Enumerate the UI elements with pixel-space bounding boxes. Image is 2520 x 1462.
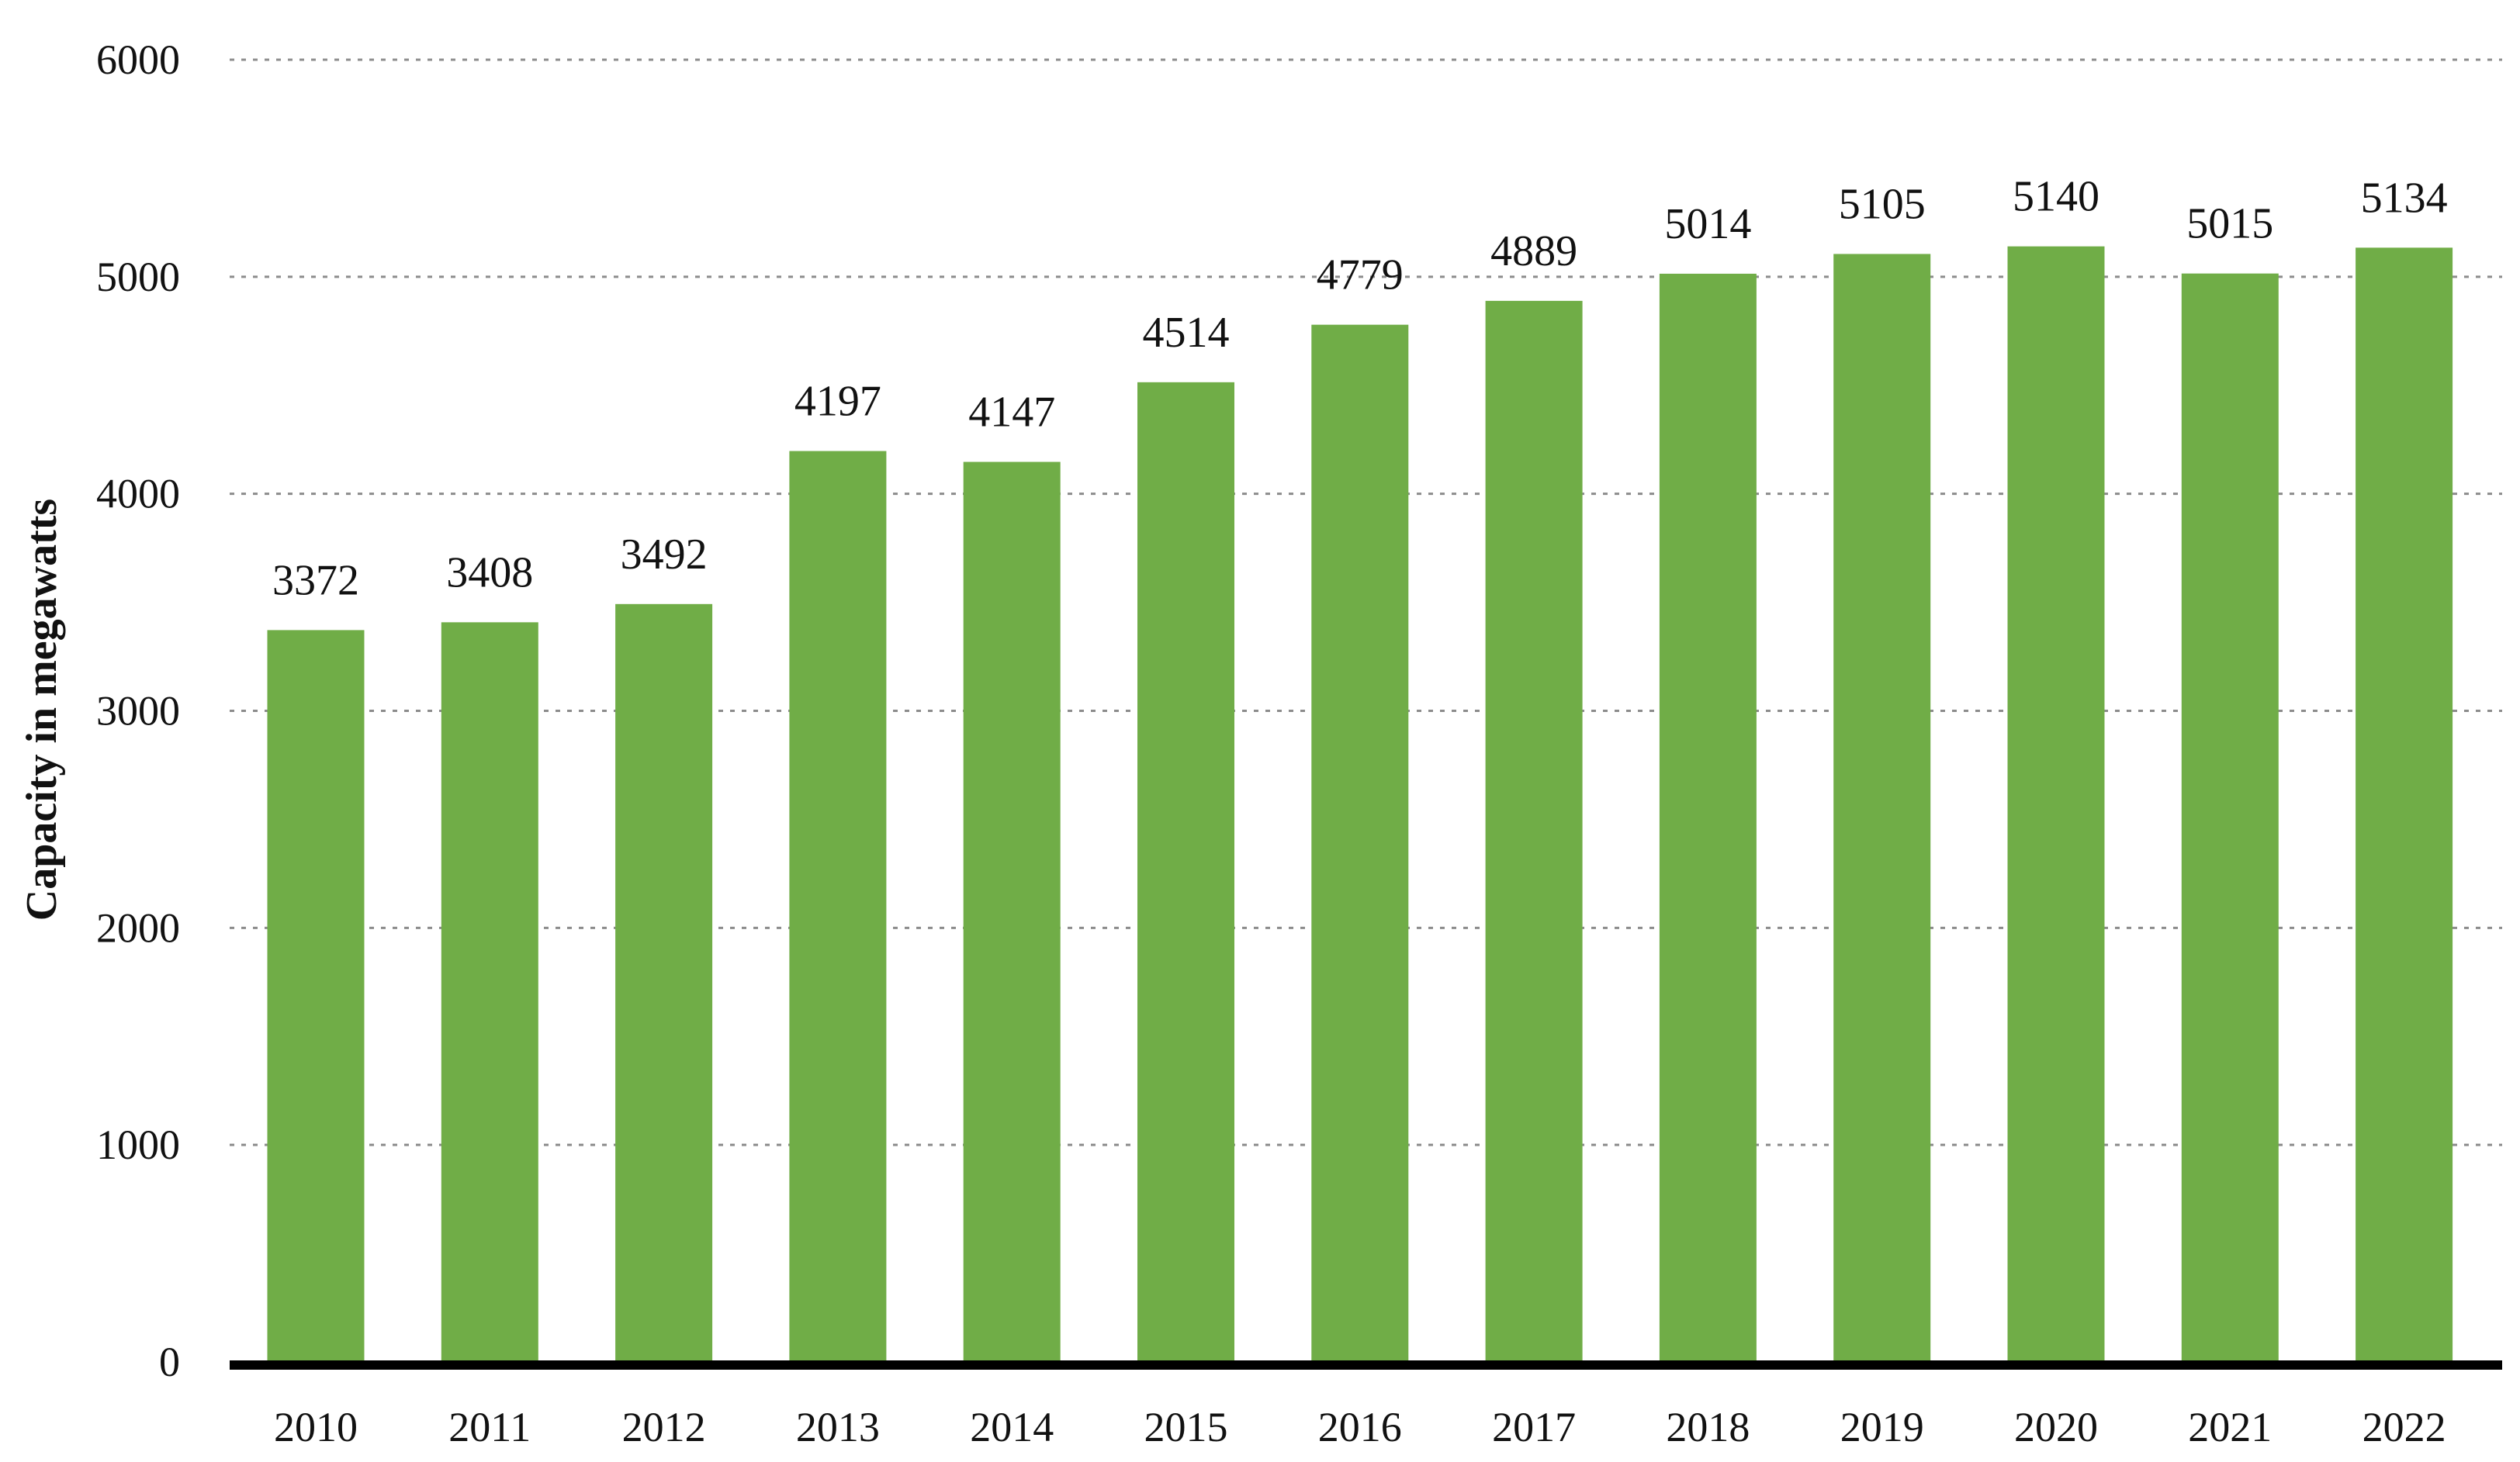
x-tick-label-2020: 2020 xyxy=(2014,1404,2098,1450)
y-axis-title: Capacity in megawatts xyxy=(18,499,66,921)
y-tick-label: 4000 xyxy=(96,471,180,517)
bars xyxy=(267,246,2453,1363)
x-tick-label-2013: 2013 xyxy=(796,1404,880,1450)
bar-2011 xyxy=(441,622,538,1362)
y-tick-label: 5000 xyxy=(96,254,180,300)
x-tick-label-2014: 2014 xyxy=(970,1404,1054,1450)
data-label-2014: 4147 xyxy=(968,389,1055,437)
x-tick-label-2017: 2017 xyxy=(1492,1404,1576,1450)
x-tick-label-2022: 2022 xyxy=(2362,1404,2446,1450)
bar-2013 xyxy=(789,451,887,1362)
data-label-2018: 5014 xyxy=(1664,200,1751,248)
y-tick-label: 3000 xyxy=(96,688,180,734)
x-tick-label-2021: 2021 xyxy=(2188,1404,2272,1450)
bar-2021 xyxy=(2181,273,2279,1362)
data-labels: 3372 3408 3492 4197 4147 4514 4779 4889 5014 5105… xyxy=(272,173,2448,605)
x-tick-label-2010: 2010 xyxy=(274,1404,358,1450)
bar-2017 xyxy=(1485,300,1583,1363)
data-label-2022: 5134 xyxy=(2361,174,2448,222)
data-label-2019: 5105 xyxy=(1839,180,1926,228)
x-axis-ticks: 2010 2011 2012 2013 2014 2015 2016 2017 2018 2019… xyxy=(274,1404,2446,1450)
data-label-2010: 3372 xyxy=(272,556,359,604)
x-tick-label-2016: 2016 xyxy=(1318,1404,1402,1450)
x-tick-label-2018: 2018 xyxy=(1666,1404,1750,1450)
data-label-2017: 4889 xyxy=(1490,227,1577,275)
data-label-2016: 4779 xyxy=(1317,251,1404,299)
x-tick-label-2012: 2012 xyxy=(622,1404,706,1450)
bar-2018 xyxy=(1659,273,1757,1363)
bar-2016 xyxy=(1311,324,1409,1362)
x-tick-label-2019: 2019 xyxy=(1840,1404,1924,1450)
bar-2012 xyxy=(615,603,713,1362)
data-label-2011: 3408 xyxy=(446,548,533,596)
bar-2014 xyxy=(963,461,1061,1362)
y-tick-label: 0 xyxy=(159,1339,180,1385)
bar-2019 xyxy=(1833,254,1931,1363)
data-label-2013: 4197 xyxy=(794,378,881,426)
data-label-2012: 3492 xyxy=(621,531,708,579)
bar-2022 xyxy=(2356,247,2453,1362)
y-tick-label: 6000 xyxy=(96,36,180,83)
bar-2020 xyxy=(2007,246,2105,1362)
y-tick-label: 1000 xyxy=(96,1122,180,1168)
x-tick-label-2015: 2015 xyxy=(1144,1404,1228,1450)
bar-2010 xyxy=(267,630,365,1362)
bar-2015 xyxy=(1137,382,1234,1363)
x-tick-label-2011: 2011 xyxy=(448,1404,531,1450)
data-label-2021: 5015 xyxy=(2186,200,2273,248)
data-label-2015: 4514 xyxy=(1143,309,1230,357)
y-axis-ticks: 0 1000 2000 3000 4000 5000 6000 xyxy=(96,36,180,1385)
y-tick-label: 2000 xyxy=(96,904,180,951)
data-label-2020: 5140 xyxy=(2013,173,2099,221)
